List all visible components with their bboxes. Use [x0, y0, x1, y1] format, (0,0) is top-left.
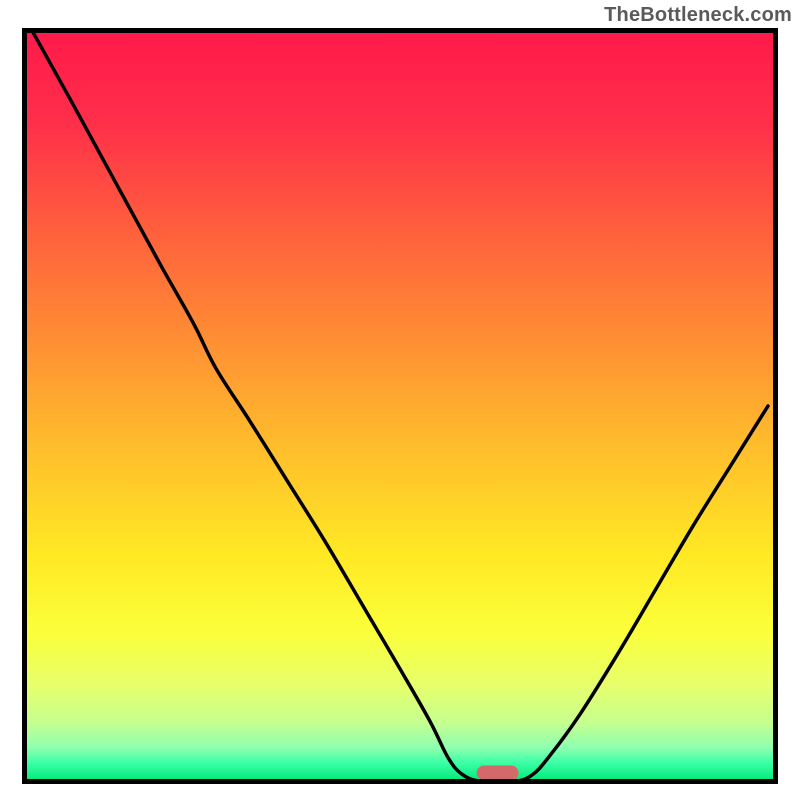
watermark-text: TheBottleneck.com [604, 4, 792, 27]
bottleneck-chart [0, 0, 800, 800]
optimal-marker [477, 766, 519, 781]
